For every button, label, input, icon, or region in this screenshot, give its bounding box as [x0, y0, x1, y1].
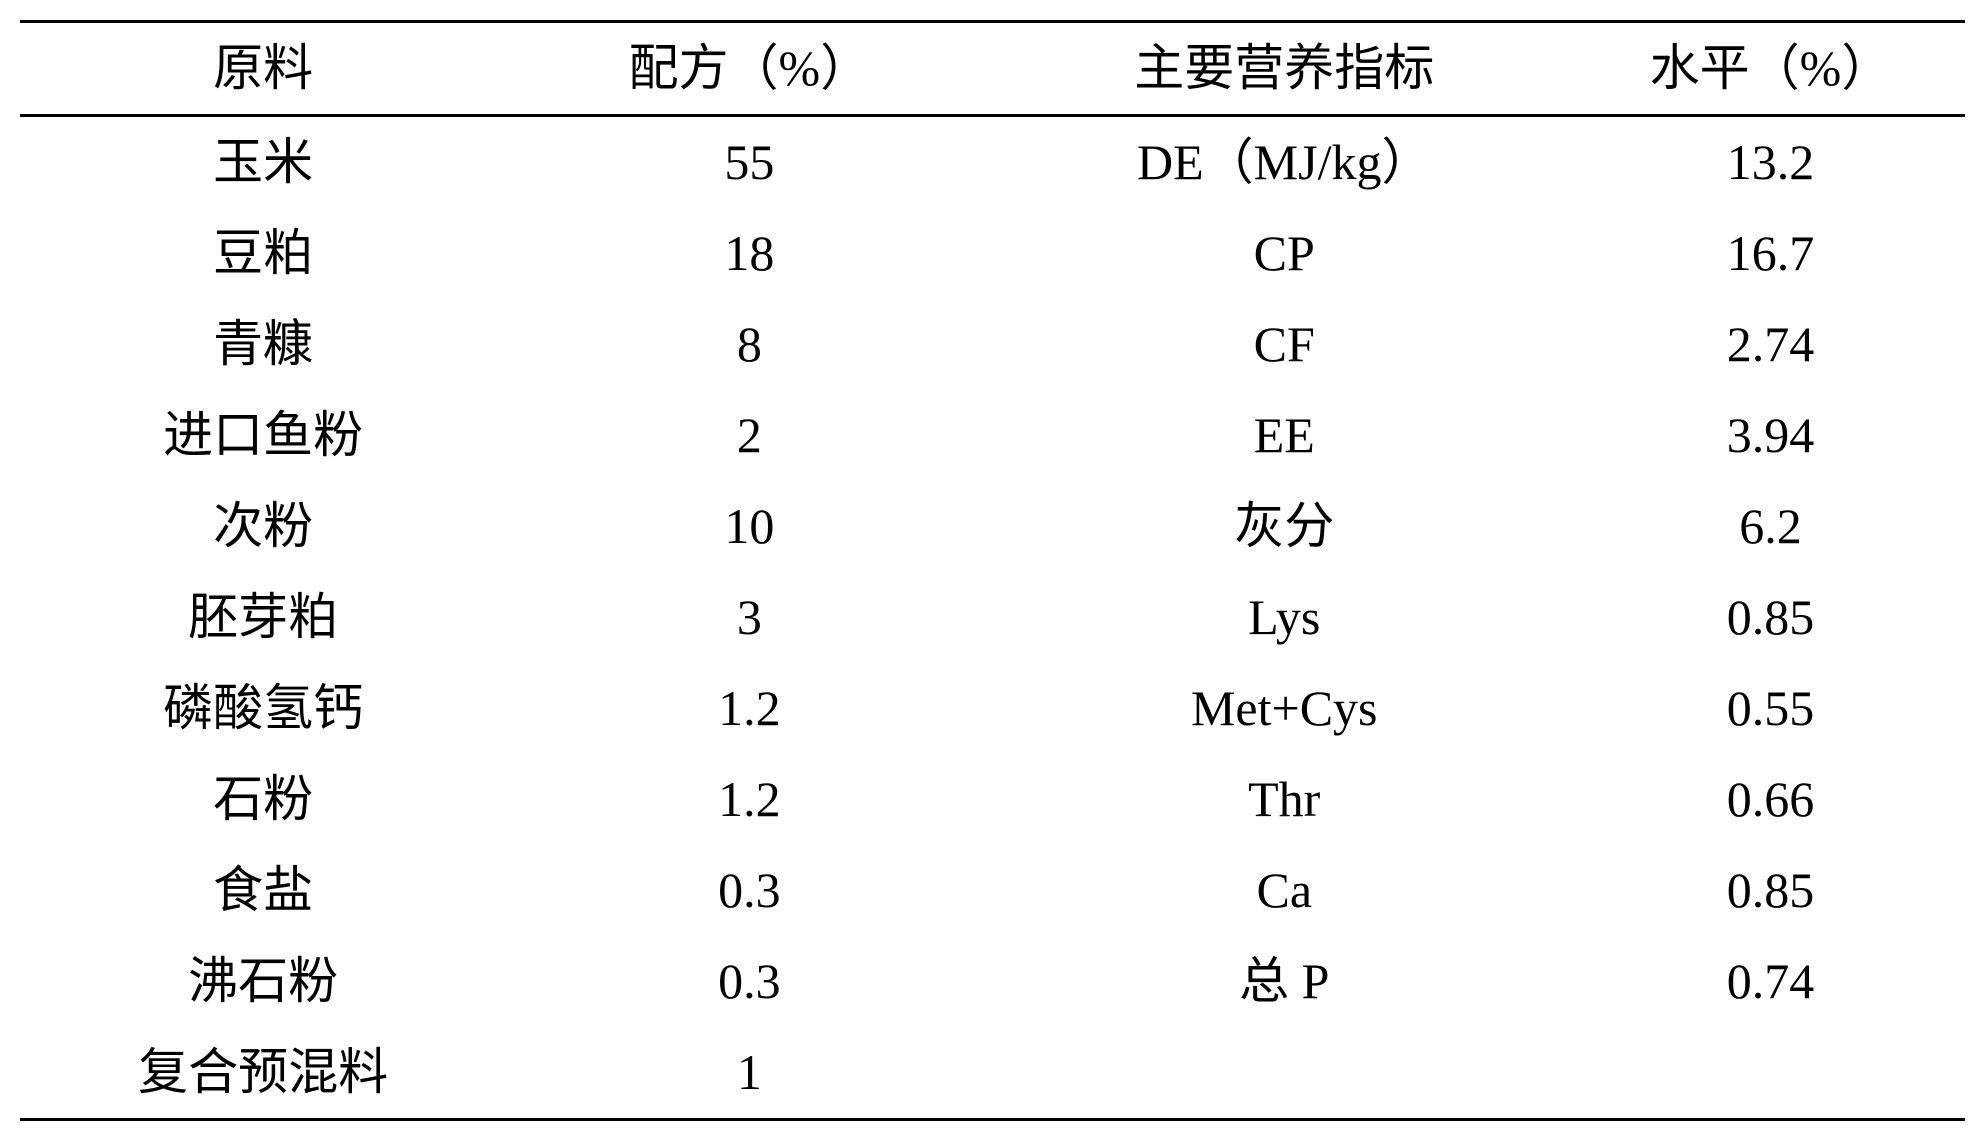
cell-nutrient: Ca: [993, 845, 1577, 936]
table-row: 磷酸氢钙 1.2 Met+Cys 0.55: [20, 663, 1965, 754]
cell-formula: 0.3: [506, 936, 992, 1027]
table-row: 胚芽粕 3 Lys 0.85: [20, 572, 1965, 663]
cell-level: 0.55: [1576, 663, 1965, 754]
cell-nutrient: [993, 1027, 1577, 1120]
col-header-nutrient: 主要营养指标: [993, 22, 1577, 116]
cell-formula: 10: [506, 481, 992, 572]
table-row: 豆粕 18 CP 16.7: [20, 208, 1965, 299]
cell-level: 13.2: [1576, 116, 1965, 209]
cell-nutrient: Thr: [993, 754, 1577, 845]
cell-nutrient: EE: [993, 390, 1577, 481]
cell-formula: 1.2: [506, 663, 992, 754]
table-row: 进口鱼粉 2 EE 3.94: [20, 390, 1965, 481]
cell-ingredient: 石粉: [20, 754, 506, 845]
cell-level: 16.7: [1576, 208, 1965, 299]
cell-level: 0.85: [1576, 845, 1965, 936]
table-row: 玉米 55 DE（MJ/kg） 13.2: [20, 116, 1965, 209]
feed-formula-table: 原料 配方（%） 主要营养指标 水平（%） 玉米 55 DE（MJ/kg） 13…: [20, 20, 1965, 1121]
cell-ingredient: 进口鱼粉: [20, 390, 506, 481]
cell-level: 0.74: [1576, 936, 1965, 1027]
cell-ingredient: 食盐: [20, 845, 506, 936]
cell-formula: 2: [506, 390, 992, 481]
cell-formula: 1: [506, 1027, 992, 1120]
cell-nutrient: DE（MJ/kg）: [993, 116, 1577, 209]
table-row: 食盐 0.3 Ca 0.85: [20, 845, 1965, 936]
col-header-ingredient: 原料: [20, 22, 506, 116]
cell-level: 3.94: [1576, 390, 1965, 481]
cell-formula: 1.2: [506, 754, 992, 845]
cell-formula: 0.3: [506, 845, 992, 936]
table-row: 石粉 1.2 Thr 0.66: [20, 754, 1965, 845]
cell-ingredient: 复合预混料: [20, 1027, 506, 1120]
cell-level: 0.66: [1576, 754, 1965, 845]
cell-level: 2.74: [1576, 299, 1965, 390]
cell-ingredient: 玉米: [20, 116, 506, 209]
cell-ingredient: 沸石粉: [20, 936, 506, 1027]
table-header-row: 原料 配方（%） 主要营养指标 水平（%）: [20, 22, 1965, 116]
cell-nutrient: Met+Cys: [993, 663, 1577, 754]
cell-nutrient: 灰分: [993, 481, 1577, 572]
cell-formula: 3: [506, 572, 992, 663]
table-row: 复合预混料 1: [20, 1027, 1965, 1120]
cell-ingredient: 胚芽粕: [20, 572, 506, 663]
col-header-level: 水平（%）: [1576, 22, 1965, 116]
cell-formula: 18: [506, 208, 992, 299]
cell-level: 6.2: [1576, 481, 1965, 572]
cell-ingredient: 磷酸氢钙: [20, 663, 506, 754]
table-row: 沸石粉 0.3 总 P 0.74: [20, 936, 1965, 1027]
cell-ingredient: 次粉: [20, 481, 506, 572]
cell-nutrient: 总 P: [993, 936, 1577, 1027]
cell-nutrient: CF: [993, 299, 1577, 390]
cell-formula: 8: [506, 299, 992, 390]
cell-level: 0.85: [1576, 572, 1965, 663]
cell-ingredient: 青糠: [20, 299, 506, 390]
cell-nutrient: Lys: [993, 572, 1577, 663]
table-row: 次粉 10 灰分 6.2: [20, 481, 1965, 572]
feed-formula-table-container: 原料 配方（%） 主要营养指标 水平（%） 玉米 55 DE（MJ/kg） 13…: [20, 20, 1965, 1121]
col-header-formula: 配方（%）: [506, 22, 992, 116]
cell-ingredient: 豆粕: [20, 208, 506, 299]
table-row: 青糠 8 CF 2.74: [20, 299, 1965, 390]
cell-nutrient: CP: [993, 208, 1577, 299]
cell-formula: 55: [506, 116, 992, 209]
cell-level: [1576, 1027, 1965, 1120]
